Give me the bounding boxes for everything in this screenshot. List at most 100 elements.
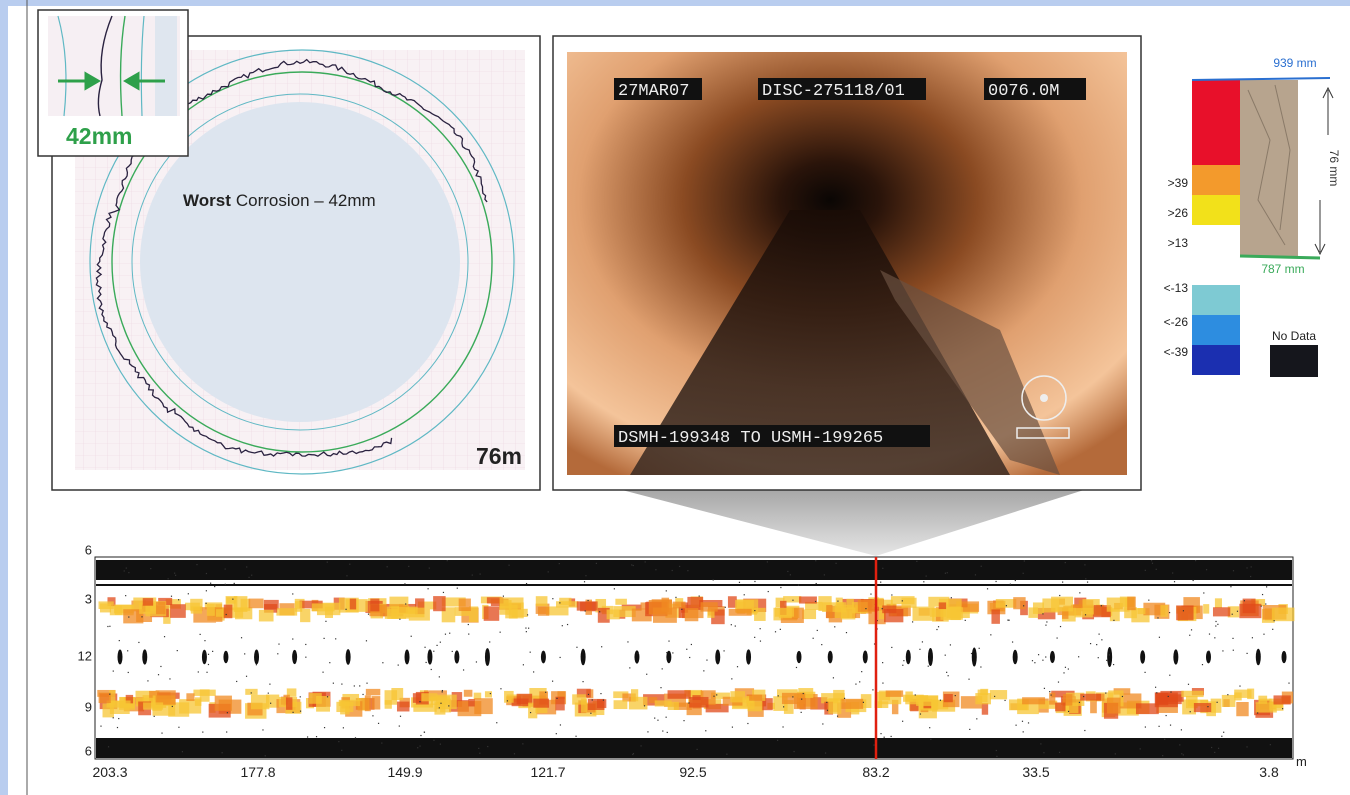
speck xyxy=(945,573,946,574)
speck xyxy=(210,583,211,584)
speck xyxy=(726,754,727,755)
speck xyxy=(872,689,873,690)
speck xyxy=(631,564,632,565)
speck xyxy=(236,681,237,682)
speck xyxy=(1217,624,1218,625)
speck xyxy=(1156,692,1157,693)
speck xyxy=(329,662,330,663)
speck xyxy=(640,745,641,746)
speck xyxy=(141,616,142,617)
band-blob xyxy=(1258,696,1267,704)
speck xyxy=(902,665,903,666)
speck xyxy=(1214,637,1215,638)
speck xyxy=(398,664,399,665)
speck xyxy=(754,581,755,582)
speck xyxy=(1084,730,1085,731)
speck xyxy=(666,717,667,718)
speck xyxy=(324,638,325,639)
band-blob xyxy=(982,703,988,715)
band-blob xyxy=(200,689,210,701)
speck xyxy=(556,698,557,699)
speck xyxy=(1211,747,1212,748)
speck xyxy=(523,664,524,665)
band-blob xyxy=(156,602,166,614)
speck xyxy=(1246,567,1247,568)
speck xyxy=(1251,566,1252,567)
band-blob xyxy=(1247,689,1254,700)
band-blob xyxy=(685,608,699,621)
joint xyxy=(223,651,228,664)
band-blob xyxy=(312,603,335,611)
speck xyxy=(527,614,528,615)
band-blob xyxy=(143,598,153,606)
band-blob xyxy=(512,609,528,617)
band-blob xyxy=(1127,597,1136,611)
speck xyxy=(792,600,793,601)
band-blob xyxy=(309,693,322,704)
speck xyxy=(672,652,673,653)
speck xyxy=(208,654,209,655)
speck xyxy=(447,560,448,561)
speck xyxy=(821,644,822,645)
speck xyxy=(1065,667,1066,668)
speck xyxy=(827,710,828,711)
speck xyxy=(603,700,604,701)
speck xyxy=(372,715,373,716)
speck xyxy=(452,651,453,652)
band-blob xyxy=(577,601,598,610)
speck xyxy=(1223,732,1224,733)
speck xyxy=(427,588,428,589)
speck xyxy=(1023,731,1024,732)
speck xyxy=(113,670,114,671)
speck xyxy=(1015,725,1016,726)
speck xyxy=(928,666,929,667)
band-blob xyxy=(749,695,762,701)
speck xyxy=(1244,600,1245,601)
speck xyxy=(1181,729,1182,730)
speck xyxy=(1113,664,1114,665)
band-blob xyxy=(366,689,380,695)
band-blob xyxy=(224,605,233,619)
speck xyxy=(307,736,308,737)
band-blob xyxy=(649,600,672,615)
speck xyxy=(354,685,355,686)
speck xyxy=(150,568,151,569)
speck xyxy=(834,626,835,627)
speck xyxy=(205,603,206,604)
speck xyxy=(222,752,223,753)
speck xyxy=(1058,681,1059,682)
speck xyxy=(855,684,856,685)
legend-bottom: 787 mm xyxy=(1261,262,1304,276)
speck xyxy=(417,747,418,748)
speck xyxy=(124,570,125,571)
speck xyxy=(514,753,515,754)
caption-text: Corrosion – 42mm xyxy=(236,191,376,210)
joint xyxy=(828,651,833,664)
speck xyxy=(968,679,969,680)
speck xyxy=(1028,722,1029,723)
speck xyxy=(644,705,645,706)
speck xyxy=(912,621,913,622)
legend-class: <-26 xyxy=(1164,315,1189,329)
speck xyxy=(782,726,783,727)
speck xyxy=(873,744,874,745)
speck xyxy=(196,564,197,565)
speck xyxy=(1207,706,1208,707)
band-blob xyxy=(730,691,745,702)
speck xyxy=(420,735,421,736)
speck xyxy=(200,634,201,635)
speck xyxy=(496,722,497,723)
speck xyxy=(1115,753,1116,754)
speck xyxy=(225,568,226,569)
speck xyxy=(1068,711,1069,712)
speck xyxy=(214,586,215,587)
band-blob xyxy=(581,699,587,713)
distance: 76m xyxy=(476,443,522,469)
band-blob xyxy=(607,610,620,620)
speck xyxy=(882,682,883,683)
speck xyxy=(411,636,412,637)
speck xyxy=(338,741,339,742)
speck xyxy=(657,720,658,721)
speck xyxy=(227,712,228,713)
band-blob xyxy=(836,598,843,605)
